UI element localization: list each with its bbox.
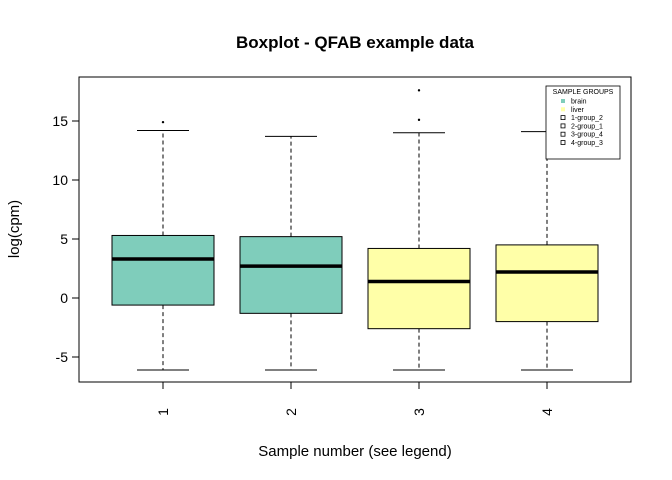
box-2-iqr — [239, 236, 343, 314]
box-4 — [495, 131, 599, 371]
legend-swatch-3 — [560, 123, 566, 129]
y-tick-label-2: 5 — [60, 231, 68, 247]
chart-title: Boxplot - QFAB example data — [236, 33, 475, 52]
box-4-iqr — [495, 244, 599, 323]
legend-swatch-2 — [560, 115, 566, 120]
legend-label-1: liver — [571, 107, 585, 114]
box-1-iqr — [111, 234, 215, 306]
legend-swatch-1 — [561, 107, 565, 112]
legend-box — [545, 85, 621, 160]
x-tick-label-1: 2 — [283, 408, 299, 416]
legend-swatch-4 — [560, 131, 566, 137]
y-axis: -5 0 5 10 15 — [52, 113, 80, 365]
legend-label-2: 1-group_2 — [571, 115, 603, 122]
x-axis-label: Sample number (see legend) — [258, 443, 451, 460]
box-2 — [239, 135, 343, 371]
box-1-outlier-0 — [161, 120, 165, 124]
legend: SAMPLE GROUPS brainliver1-group_22-group… — [545, 85, 621, 160]
x-tick-label-0: 1 — [155, 408, 171, 416]
x-tick-label-2: 3 — [411, 408, 427, 416]
legend-label-3: 2-group_1 — [571, 123, 603, 130]
x-axis: 1 2 3 4 — [155, 381, 555, 416]
box-3-outlier-0 — [417, 118, 421, 122]
legend-title: SAMPLE GROUPS — [553, 89, 614, 96]
y-axis-label: log(cpm) — [6, 200, 23, 258]
legend-swatch-5 — [560, 140, 566, 145]
x-tick-label-3: 4 — [539, 408, 555, 416]
y-tick-label-1: 0 — [60, 290, 68, 306]
y-tick-label-3: 10 — [52, 172, 68, 188]
box-1 — [111, 120, 215, 371]
legend-label-5: 4-group_3 — [571, 140, 603, 147]
boxes-group — [111, 89, 599, 371]
legend-label-4: 3-group_4 — [571, 132, 603, 139]
y-tick-label-4: 15 — [52, 113, 68, 129]
y-tick-label-0: -5 — [56, 349, 69, 365]
box-3-iqr — [367, 247, 471, 330]
legend-label-0: brain — [571, 99, 587, 106]
legend-swatch-0 — [561, 99, 565, 103]
box-3 — [367, 89, 471, 371]
box-3-outlier-1 — [417, 89, 421, 92]
